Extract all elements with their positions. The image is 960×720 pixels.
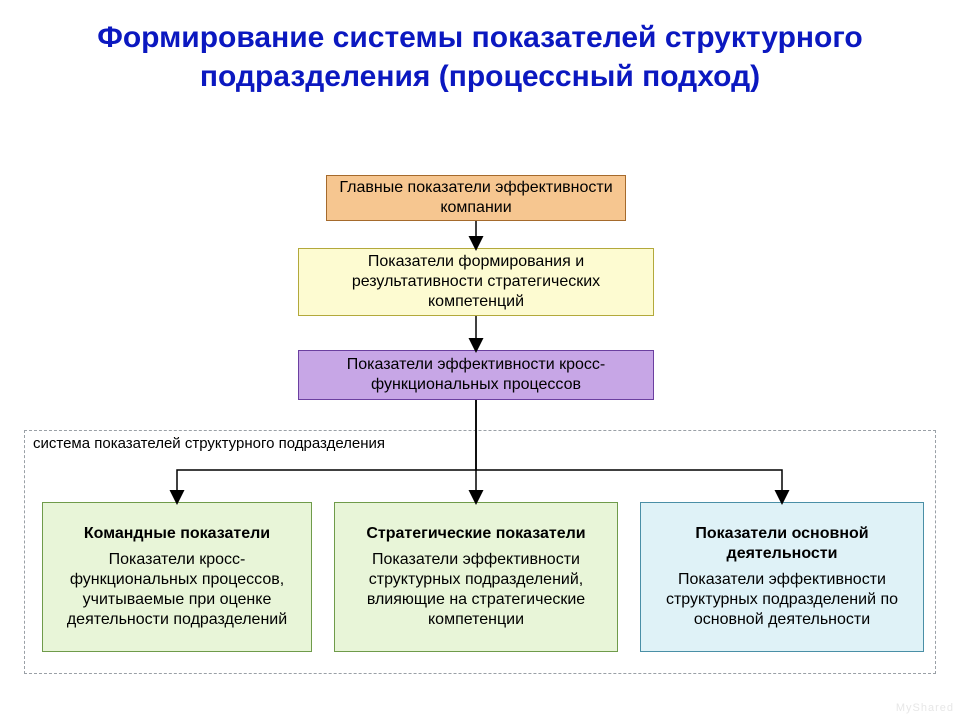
node-strategic-indicators: Стратегические показатели Показатели эфф… — [334, 502, 618, 652]
node-team-indicators: Командные показатели Показатели кросс-фу… — [42, 502, 312, 652]
node-heading: Стратегические показатели — [366, 524, 585, 544]
node-text: Показатели кросс-функциональных процессо… — [53, 550, 301, 630]
page-title: Формирование системы показателей структу… — [0, 0, 960, 96]
group-label: система показателей структурного подразд… — [33, 435, 385, 452]
watermark: MyShared — [896, 702, 954, 714]
node-text: Главные показатели эффективности компани… — [337, 178, 615, 218]
node-core-activity-indicators: Показатели основной деятельности Показат… — [640, 502, 924, 652]
node-text: Показатели формирования и результативнос… — [309, 252, 643, 312]
node-cross-functional: Показатели эффективности кросс-функциона… — [298, 350, 654, 400]
node-text: Показатели эффективности структурных под… — [345, 550, 607, 630]
node-strategic-competencies: Показатели формирования и результативнос… — [298, 248, 654, 316]
node-heading: Показатели основной деятельности — [651, 524, 913, 564]
node-text: Показатели эффективности структурных под… — [651, 570, 913, 630]
node-heading: Командные показатели — [84, 524, 270, 544]
node-text: Показатели эффективности кросс-функциона… — [309, 355, 643, 395]
node-main-indicators: Главные показатели эффективности компани… — [326, 175, 626, 221]
